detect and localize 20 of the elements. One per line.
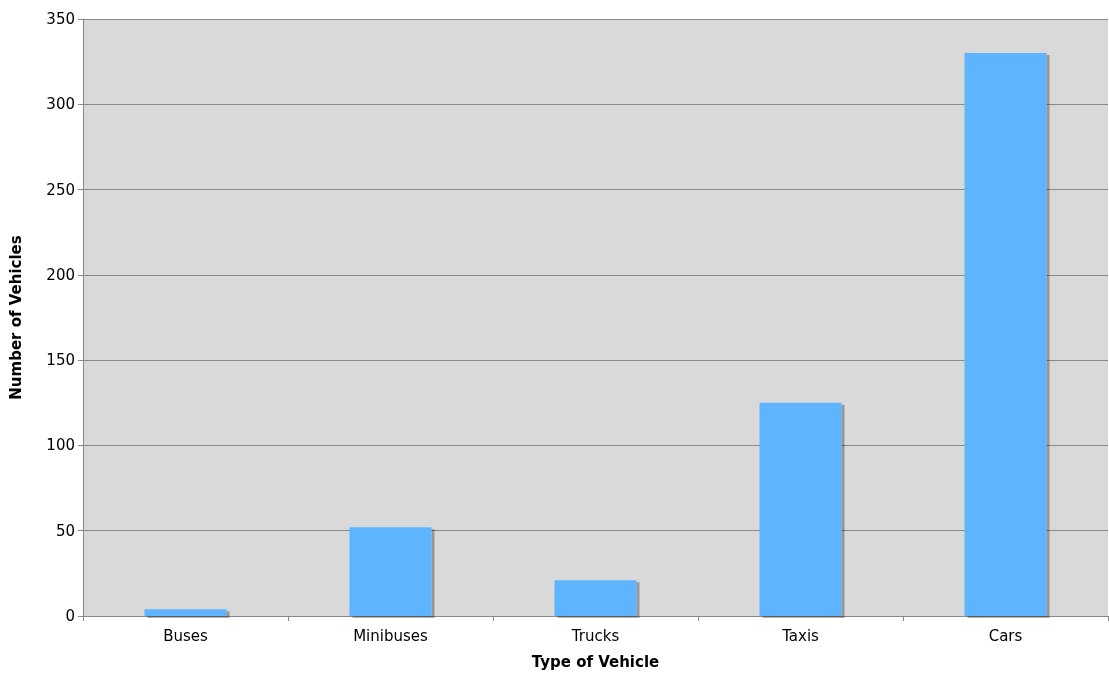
- y-tick-label: 50: [55, 521, 75, 540]
- x-tick-label: Minibuses: [353, 626, 429, 645]
- x-tick-label: Taxis: [781, 626, 820, 645]
- x-axis-title: Type of Vehicle: [531, 652, 660, 671]
- y-tick-label: 100: [46, 436, 75, 455]
- y-tick-label: 0: [65, 607, 75, 625]
- y-tick-label: 300: [46, 95, 75, 114]
- bar: [349, 527, 432, 616]
- bar: [964, 53, 1047, 616]
- y-tick-label: 350: [46, 10, 75, 28]
- y-axis-title: Number of Vehicles: [6, 235, 25, 400]
- x-tick-label: Cars: [988, 626, 1023, 645]
- x-tick-label: Trucks: [570, 626, 620, 645]
- y-tick-label: 250: [46, 180, 75, 199]
- bar: [144, 609, 227, 616]
- y-tick-label: 150: [46, 351, 75, 370]
- y-tick-label: 200: [46, 265, 75, 284]
- bar: [554, 580, 637, 616]
- bar: [759, 402, 842, 616]
- x-tick-label: Buses: [163, 626, 209, 645]
